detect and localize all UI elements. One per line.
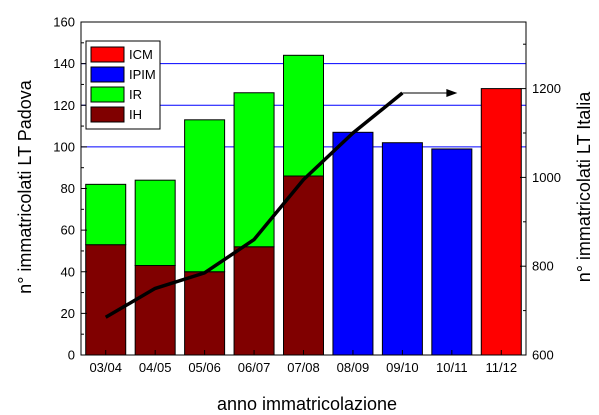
- y-tick-label: 0: [68, 348, 75, 363]
- y-tick-label: 100: [53, 139, 75, 154]
- y2-tick-label: 600: [532, 348, 554, 363]
- left-axis: 0 20 40 60 80 100 120 140 160: [53, 15, 87, 363]
- trend-line-group: [104, 89, 458, 319]
- legend: ICM IPIM IR IH: [85, 40, 161, 130]
- y-tick-label: 80: [61, 181, 75, 196]
- bar-ih-06-07: [233, 246, 275, 356]
- x-axis: 03/04 04/05 05/06 06/07 07/08 08/09 09/10 10/11…: [89, 350, 517, 375]
- arrow-annotation: [402, 89, 458, 98]
- right-axis: 600 800 1000 1200: [520, 43, 561, 363]
- bar-ir-05-06: [184, 119, 226, 273]
- bar-ih-07-08: [283, 175, 324, 356]
- legend-swatch-ir: [90, 86, 125, 103]
- bar-ir-07-08: [283, 54, 324, 177]
- x-tick-label: 08/09: [337, 360, 370, 375]
- y-tick-label: 40: [61, 264, 75, 279]
- y2-axis-title: n° immatricolati LT Italia: [574, 91, 594, 283]
- x-tick-label: 06/07: [238, 360, 271, 375]
- x-tick-label: 03/04: [89, 360, 122, 375]
- x-tick-label: 11/12: [485, 360, 517, 375]
- legend-label-ipim: IPIM: [129, 67, 156, 82]
- y-tick-label: 60: [61, 223, 75, 238]
- x-tick-label: 09/10: [386, 360, 419, 375]
- bar-ir-04-05: [134, 179, 176, 267]
- legend-swatch-ih: [90, 106, 125, 123]
- y-axis-title: n° immatricolati LT Padova: [15, 79, 35, 294]
- legend-swatch-icm: [90, 46, 125, 63]
- bar-ih-03-04: [85, 244, 127, 356]
- legend-label-ih: IH: [129, 107, 142, 122]
- bar-ipim-10-11: [431, 148, 473, 356]
- x-tick-label: 04/05: [139, 360, 172, 375]
- x-tick-label: 05/06: [188, 360, 221, 375]
- legend-swatch-ipim: [90, 66, 125, 83]
- x-tick-label: 10/11: [436, 360, 468, 375]
- bar-ir-03-04: [85, 183, 127, 246]
- y2-tick-label: 1000: [532, 170, 561, 185]
- bar-ipim-08-09: [332, 131, 374, 356]
- x-axis-title: anno immatricolazione: [217, 394, 397, 414]
- legend-label-ir: IR: [129, 87, 142, 102]
- bar-ih-05-06: [184, 271, 226, 356]
- y-tick-label: 20: [61, 306, 75, 321]
- trend-line: [104, 91, 404, 319]
- y-tick-label: 120: [53, 98, 75, 113]
- y-tick-label: 160: [53, 15, 75, 30]
- x-tick-label: 07/08: [287, 360, 320, 375]
- bar-ih-04-05: [134, 265, 176, 356]
- legend-label-icm: ICM: [129, 47, 153, 62]
- bar-icm-11-12: [480, 88, 522, 356]
- y2-tick-label: 1200: [532, 81, 561, 96]
- y2-tick-label: 800: [532, 259, 554, 274]
- bar-ipim-09-10: [381, 142, 423, 356]
- y-tick-label: 140: [53, 56, 75, 71]
- bars: [85, 54, 522, 356]
